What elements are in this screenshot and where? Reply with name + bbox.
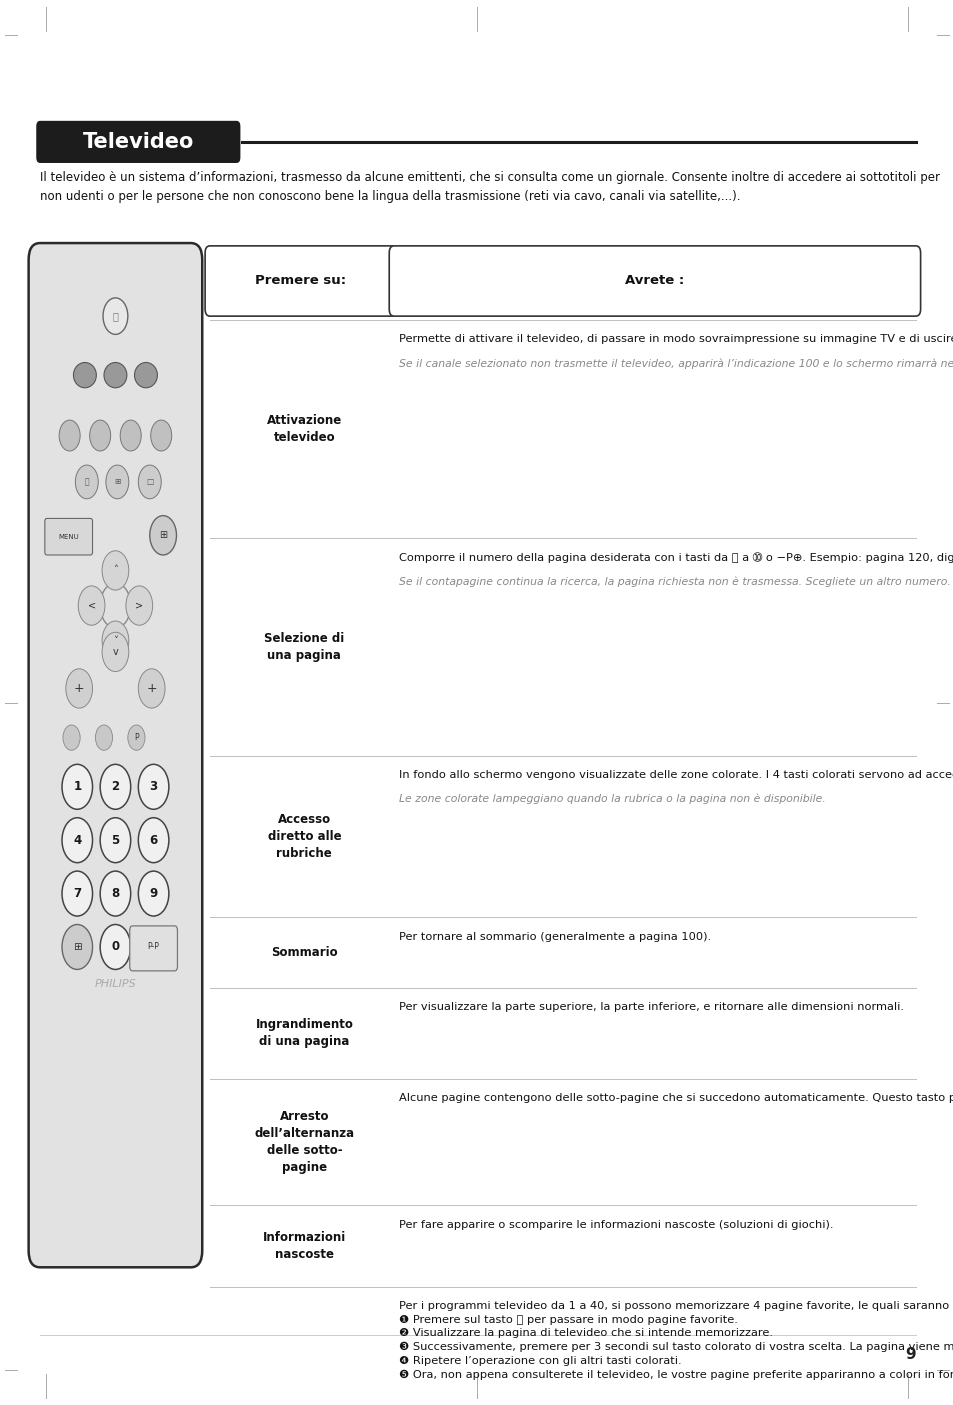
Text: Alcune pagine contengono delle sotto-pagine che si succedono automaticamente. Qu: Alcune pagine contengono delle sotto-pag… xyxy=(398,1093,953,1103)
Text: 0: 0 xyxy=(112,940,119,954)
Text: Permette di attivare il televideo, di passare in modo sovraimpressione su immagi: Permette di attivare il televideo, di pa… xyxy=(398,334,953,344)
Text: Per tornare al sommario (generalmente a pagina 100).: Per tornare al sommario (generalmente a … xyxy=(398,932,710,941)
Text: <: < xyxy=(88,600,95,611)
Text: 1: 1 xyxy=(73,780,81,794)
Circle shape xyxy=(102,551,129,590)
Circle shape xyxy=(103,298,128,334)
Circle shape xyxy=(62,924,92,969)
Text: MENU: MENU xyxy=(58,534,79,540)
Text: Per i programmi televideo da 1 a 40, si possono memorizzare 4 pagine favorite, l: Per i programmi televideo da 1 a 40, si … xyxy=(398,1301,953,1380)
FancyBboxPatch shape xyxy=(45,518,92,555)
Text: Arresto
dell’alternanza
delle sotto-
pagine: Arresto dell’alternanza delle sotto- pag… xyxy=(254,1110,354,1175)
Circle shape xyxy=(100,924,131,969)
Text: Per fare apparire o scomparire le informazioni nascoste (soluzioni di giochi).: Per fare apparire o scomparire le inform… xyxy=(398,1220,832,1229)
Text: +: + xyxy=(73,681,85,695)
Circle shape xyxy=(138,818,169,863)
Circle shape xyxy=(100,764,131,809)
Circle shape xyxy=(59,420,80,451)
FancyBboxPatch shape xyxy=(389,246,920,316)
Circle shape xyxy=(102,621,129,660)
Text: Premere su:: Premere su: xyxy=(254,274,346,288)
Text: Attivazione
televideo: Attivazione televideo xyxy=(267,414,341,444)
Circle shape xyxy=(75,465,98,499)
Circle shape xyxy=(120,420,141,451)
Text: 8: 8 xyxy=(112,887,119,901)
Circle shape xyxy=(95,725,112,750)
Circle shape xyxy=(90,420,111,451)
Text: ⊞: ⊞ xyxy=(114,478,120,486)
Ellipse shape xyxy=(73,362,96,388)
Text: Ⓣ: Ⓣ xyxy=(85,478,89,486)
Text: 2: 2 xyxy=(112,780,119,794)
Text: Ingrandimento
di una pagina: Ingrandimento di una pagina xyxy=(255,1019,353,1048)
Text: Selezione di
una pagina: Selezione di una pagina xyxy=(264,632,344,662)
Circle shape xyxy=(100,818,131,863)
Circle shape xyxy=(106,465,129,499)
Circle shape xyxy=(63,725,80,750)
Text: v: v xyxy=(112,646,118,658)
Text: Comporre il numero della pagina desiderata con i tasti da ⓪ a ➉ o −P⊕. Esempio: : Comporre il numero della pagina desidera… xyxy=(398,552,953,563)
Text: 6: 6 xyxy=(150,833,157,847)
Text: □: □ xyxy=(146,478,153,486)
Text: >: > xyxy=(135,600,143,611)
Text: +: + xyxy=(146,681,157,695)
Circle shape xyxy=(138,871,169,916)
Text: 3: 3 xyxy=(150,780,157,794)
Circle shape xyxy=(138,669,165,708)
Circle shape xyxy=(138,465,161,499)
Circle shape xyxy=(126,586,152,625)
Text: Il televideo è un sistema d’informazioni, trasmesso da alcune emittenti, che si : Il televideo è un sistema d’informazioni… xyxy=(40,171,939,202)
Circle shape xyxy=(62,871,92,916)
Text: Per visualizzare la parte superiore, la parte inferiore, e ritornare alle dimens: Per visualizzare la parte superiore, la … xyxy=(398,1002,902,1012)
Text: 4: 4 xyxy=(73,833,81,847)
Text: 5: 5 xyxy=(112,833,119,847)
Text: Avrete :: Avrete : xyxy=(624,274,684,288)
Text: Se il canale selezionato non trasmette il televideo, apparirà l’indicazione 100 : Se il canale selezionato non trasmette i… xyxy=(398,358,953,368)
Text: In fondo allo schermo vengono visualizzate delle zone colorate. I 4 tasti colora: In fondo allo schermo vengono visualizza… xyxy=(398,770,953,780)
Circle shape xyxy=(100,871,131,916)
Circle shape xyxy=(151,420,172,451)
Text: Accesso
diretto alle
rubriche: Accesso diretto alle rubriche xyxy=(267,813,341,860)
Text: Informazioni
nascoste: Informazioni nascoste xyxy=(262,1231,346,1262)
FancyBboxPatch shape xyxy=(205,246,395,316)
FancyBboxPatch shape xyxy=(130,926,177,971)
Ellipse shape xyxy=(134,362,157,388)
Circle shape xyxy=(150,516,176,555)
Text: ⊞: ⊞ xyxy=(159,530,167,541)
Circle shape xyxy=(128,725,145,750)
Text: P-P: P-P xyxy=(148,943,159,951)
Text: P: P xyxy=(134,733,138,742)
Circle shape xyxy=(102,632,129,672)
Ellipse shape xyxy=(104,362,127,388)
Text: ˄: ˄ xyxy=(112,565,118,576)
Text: 7: 7 xyxy=(73,887,81,901)
Text: Televideo: Televideo xyxy=(83,132,193,152)
Text: ⊞: ⊞ xyxy=(72,941,82,953)
Text: 9: 9 xyxy=(904,1347,915,1361)
Text: Sommario: Sommario xyxy=(271,946,337,960)
Text: ˅: ˅ xyxy=(112,635,118,646)
Text: Le zone colorate lampeggiano quando la rubrica o la pagina non è disponibile.: Le zone colorate lampeggiano quando la r… xyxy=(398,794,824,804)
FancyBboxPatch shape xyxy=(36,121,240,163)
Text: PHILIPS: PHILIPS xyxy=(94,978,136,989)
Circle shape xyxy=(100,583,131,628)
FancyBboxPatch shape xyxy=(29,243,202,1267)
Circle shape xyxy=(62,764,92,809)
Circle shape xyxy=(66,669,92,708)
Circle shape xyxy=(78,586,105,625)
Text: Se il contapagine continua la ricerca, la pagina richiesta non è trasmessa. Sceg: Se il contapagine continua la ricerca, l… xyxy=(398,576,949,586)
Text: ⏻: ⏻ xyxy=(112,311,118,322)
Circle shape xyxy=(138,764,169,809)
Text: 9: 9 xyxy=(150,887,157,901)
Circle shape xyxy=(62,818,92,863)
